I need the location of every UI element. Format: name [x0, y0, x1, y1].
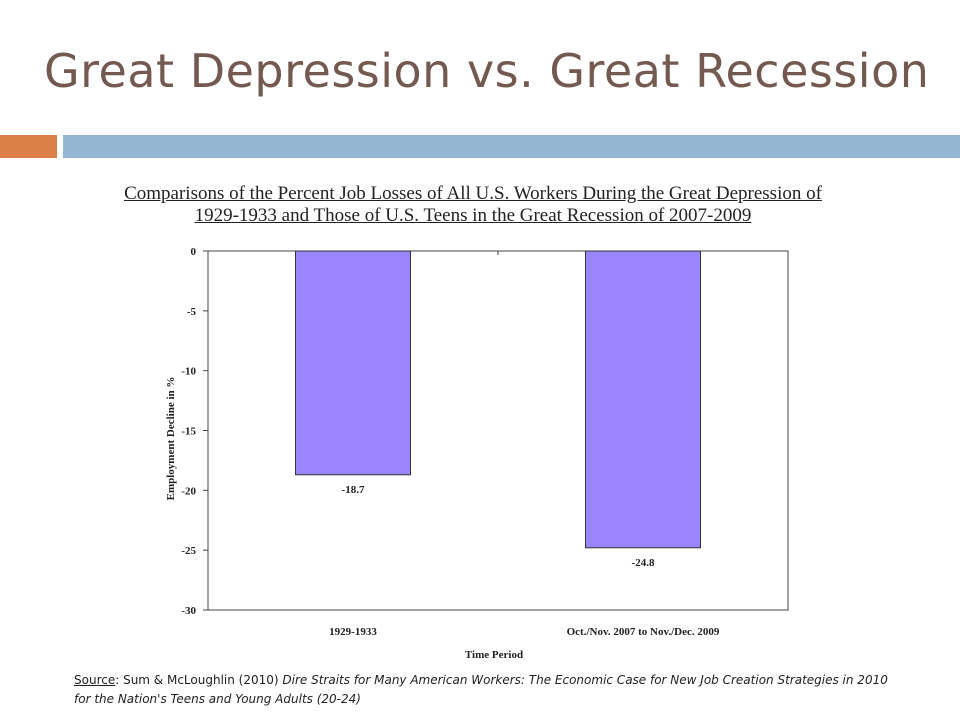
- y-tick-label: -5: [187, 306, 197, 318]
- y-tick-label: -20: [181, 485, 196, 497]
- y-tick-label: 0: [191, 246, 197, 258]
- y-tick-label: -15: [181, 426, 196, 438]
- source-citation: Source: Sum & McLoughlin (2010) Dire Str…: [74, 671, 904, 709]
- bar-2: [585, 250, 701, 549]
- x-category-label-2: Oct./Nov. 2007 to Nov./Dec. 2009: [567, 626, 720, 638]
- slide-title: Great Depression vs. Great Recession: [44, 44, 930, 98]
- x-axis-title: Time Period: [465, 649, 523, 661]
- bar-chart: 0 -5 -10 -15 -20 -25 -30 -18.7 1929-1933 -24.8 Oct…: [165, 246, 789, 661]
- data-label-2: -24.8: [632, 557, 655, 569]
- chart-title-line-1: Comparisons of the Percent Job Losses of…: [124, 183, 822, 204]
- accent-bar-blue: [63, 135, 960, 158]
- source-authors: : Sum & McLoughlin (2010): [115, 673, 283, 687]
- y-tick-label: -10: [181, 366, 196, 378]
- bar-1: [295, 250, 411, 476]
- source-work-title: Dire Straits for Many American Workers: …: [74, 673, 888, 706]
- y-axis-title: Employment Decline in %: [165, 377, 177, 501]
- y-tick-label: -30: [181, 605, 196, 617]
- source-label: Source: [74, 673, 116, 687]
- y-tick-label: -25: [181, 545, 196, 557]
- accent-bar-orange: [0, 135, 57, 158]
- data-label-1: -18.7: [342, 484, 365, 496]
- x-category-label-1: 1929-1933: [329, 626, 377, 638]
- chart-title-line-2: 1929-1933 and Those of U.S. Teens in the…: [194, 205, 752, 226]
- chart-title: Comparisons of the Percent Job Losses of…: [70, 183, 876, 227]
